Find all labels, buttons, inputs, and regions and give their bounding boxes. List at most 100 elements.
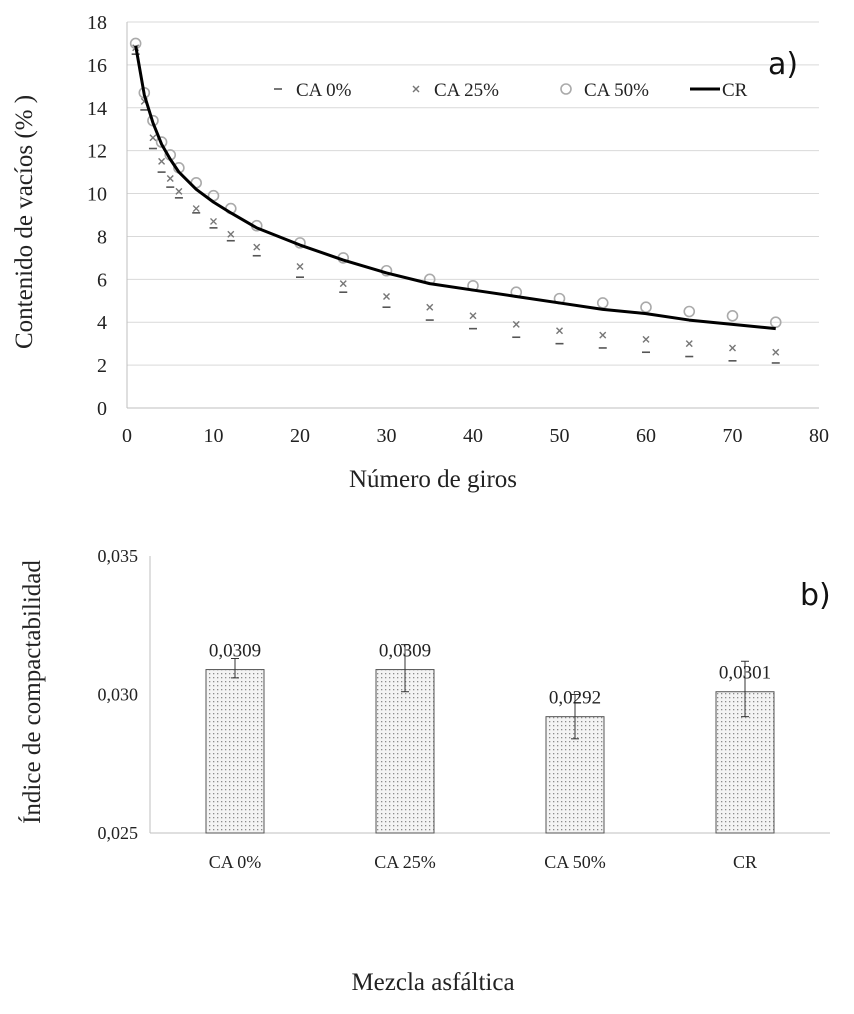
error-bar-cr (741, 660, 749, 718)
point-ca-25-6-stroke-2 (175, 187, 183, 195)
y-tick-label-0-030: 0,030 (98, 685, 139, 705)
x-tick-label-0: 0 (122, 425, 132, 447)
x-tick-label-ca-25: CA 25% (374, 852, 436, 872)
legend-swatch-ca-50 (560, 83, 572, 95)
legend-label-cr: CR (722, 80, 748, 101)
point-ca-25-45 (512, 320, 520, 328)
x-tick-label-ca-0: CA 0% (209, 852, 262, 872)
legend-item-ca-25: CA 25% (412, 80, 499, 101)
point-ca-50-55 (596, 297, 609, 309)
chart-a-axes (126, 22, 819, 409)
point-ca-25-50 (556, 327, 563, 335)
point-ca-25-6 (175, 187, 183, 195)
point-ca-25-25 (339, 280, 347, 288)
series-line-cr (134, 45, 776, 331)
data-label-ca-50: 0,0292 (549, 688, 601, 709)
legend-item-cr: CR (690, 80, 748, 101)
error-bar-ca-25 (401, 644, 409, 693)
x-tick-label-70: 70 (723, 425, 743, 447)
point-ca-25-15 (253, 243, 261, 251)
series-ca-0 (131, 53, 780, 364)
y-tick-label-18: 18 (87, 12, 107, 34)
legend-label-ca-0: CA 0% (296, 80, 352, 101)
data-label-cr: 0,0301 (719, 663, 771, 684)
point-ca-25-5-stroke-2 (166, 175, 174, 183)
chart-a-panel-label: a) (768, 47, 798, 82)
point-ca-25-70-stroke-2 (729, 344, 736, 352)
y-tick-label-12: 12 (87, 141, 107, 163)
chart-a-legend: CA 0% CA 25% CA 50% CR (274, 80, 748, 101)
y-tick-label-6: 6 (97, 269, 107, 291)
y-tick-label-16: 16 (87, 55, 107, 77)
y-tick-label-14: 14 (87, 98, 107, 120)
chart-a-tick-labels: 0 2 4 6 8 10 12 14 16 18 0 10 20 30 40 50 60 70 80 (87, 12, 829, 447)
y-tick-label-4: 4 (97, 312, 107, 334)
legend-item-ca-50: CA 50% (560, 80, 649, 101)
point-ca-25-8-stroke-2 (192, 205, 200, 213)
x-tick-label-20: 20 (290, 425, 310, 447)
point-ca-25-15-stroke-2 (253, 243, 261, 251)
chart-b-tick-labels: 0,025 0,030 0,035 CA 0% CA 25% CA 50% CR (98, 546, 758, 872)
chart-a-x-axis-title: Número de giros (349, 466, 517, 493)
x-tick-label-40: 40 (463, 425, 483, 447)
chart-a-y-axis-title: Contenido de vacíos (% ) (11, 95, 38, 349)
x-tick-label-30: 30 (377, 425, 397, 447)
legend-label-ca-25: CA 25% (434, 80, 499, 101)
point-ca-25-12-stroke-2 (227, 230, 235, 238)
series-ca-25 (132, 44, 780, 356)
point-ca-25-3-stroke-2 (149, 134, 157, 142)
chart-b-y-axis-title: Índice de compactabilidad (18, 560, 46, 824)
y-tick-label-8: 8 (97, 226, 107, 248)
y-tick-label-10: 10 (87, 184, 107, 206)
point-ca-25-20 (296, 262, 304, 270)
point-ca-50-60 (640, 301, 652, 314)
point-ca-25-20-stroke-2 (296, 262, 304, 270)
x-tick-label-ca-50: CA 50% (544, 852, 606, 872)
point-ca-25-70 (729, 344, 736, 352)
point-ca-25-60-stroke-2 (642, 335, 650, 343)
y-tick-label-0: 0 (97, 398, 107, 420)
point-ca-25-4-stroke-2 (158, 157, 166, 165)
bar-ca-0 (205, 669, 265, 834)
point-ca-25-35 (426, 303, 434, 311)
point-ca-25-4 (158, 157, 166, 165)
legend-swatch-ca-25-stroke-2 (412, 85, 420, 93)
error-bar-ca-50 (571, 694, 579, 740)
point-ca-25-55 (599, 331, 607, 339)
chart-a-gridlines (127, 21, 819, 366)
point-ca-25-35-stroke-2 (426, 303, 434, 311)
x-tick-label-10: 10 (204, 425, 224, 447)
chart-b-x-axis-title: Mezcla asfáltica (351, 969, 514, 996)
point-ca-25-5 (166, 175, 174, 183)
point-ca-25-40 (469, 312, 477, 320)
y-tick-label-2: 2 (97, 355, 107, 377)
data-label-ca-25: 0,0309 (379, 641, 431, 662)
point-ca-25-65-stroke-2 (685, 340, 693, 348)
point-ca-25-55-stroke-2 (599, 331, 607, 339)
y-tick-label-0-025: 0,025 (98, 823, 139, 843)
x-tick-label-80: 80 (809, 425, 829, 447)
point-ca-50-70 (726, 309, 739, 322)
legend-swatch-ca-25 (412, 85, 420, 93)
compactability-bar-chart: 0,0309 0,0309 0,0292 0,0301 0,025 0,030 0,035… (18, 546, 831, 996)
point-ca-25-30-stroke-2 (383, 292, 390, 300)
point-ca-25-12 (227, 230, 235, 238)
series-cr (134, 45, 776, 331)
bar-ca-25 (375, 669, 435, 834)
point-ca-50-65 (683, 305, 696, 318)
chart-b-bars: 0,0309 0,0309 0,0292 0,0301 (205, 641, 775, 834)
point-ca-25-3 (149, 134, 157, 142)
point-ca-25-25-stroke-2 (339, 280, 347, 288)
legend-label-ca-50: CA 50% (584, 80, 649, 101)
chart-a-series (129, 37, 782, 364)
point-ca-25-8 (192, 205, 200, 213)
point-ca-25-45-stroke-2 (512, 320, 520, 328)
point-ca-25-50-stroke-2 (556, 327, 563, 335)
point-ca-25-40-stroke-2 (469, 312, 477, 320)
x-tick-label-cr: CR (733, 852, 757, 872)
chart-b-panel-label: b) (800, 578, 831, 613)
error-bar-ca-0 (231, 657, 239, 679)
point-ca-25-60 (642, 335, 650, 343)
point-ca-25-10-stroke-2 (210, 217, 217, 225)
